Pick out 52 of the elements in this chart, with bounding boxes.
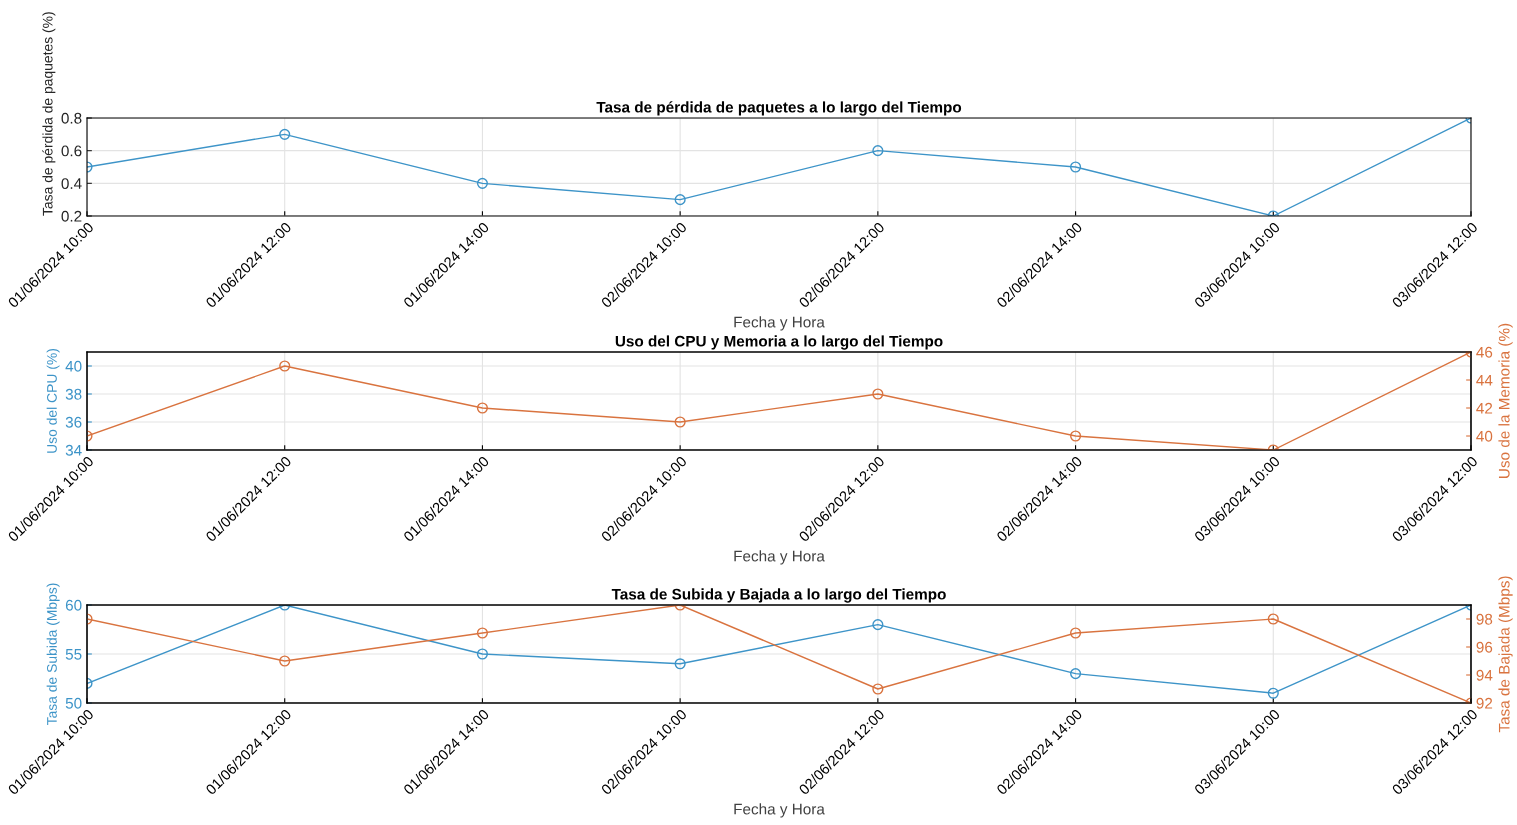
point	[674, 416, 686, 428]
y-tick-label: 0.4	[61, 178, 82, 190]
x-axis-title: Fecha y Hora	[734, 803, 825, 818]
point	[872, 683, 884, 695]
y-tick-label: 60	[65, 599, 82, 611]
point	[872, 619, 884, 631]
y-tick-label: 40	[65, 360, 82, 372]
y2-tick-label: 96	[1476, 641, 1493, 653]
point	[279, 128, 291, 140]
y-tick-label: 38	[65, 388, 82, 400]
y-tick-label: 55	[65, 649, 82, 660]
x-axis-title: Fecha y Hora	[734, 316, 825, 331]
y2-tick-label: 42	[1476, 402, 1493, 414]
point	[674, 194, 686, 206]
y-tick-label: 34	[65, 444, 82, 456]
y-axis-title: Tasa de Subida (Mbps)	[46, 583, 60, 726]
y-axis-title: Uso del CPU (%)	[46, 348, 60, 453]
y-axis-title: Tasa de pérdida de paquetes (%)	[42, 12, 56, 216]
y-tick-label: 0.6	[61, 145, 82, 157]
y2-tick-label: 98	[1476, 613, 1493, 625]
point	[279, 655, 291, 667]
y2-axis-title: Tasa de Bajada (Mbps)	[1498, 576, 1513, 733]
y2-tick-label: 40	[1476, 430, 1493, 442]
point	[1070, 627, 1082, 639]
point	[1070, 668, 1082, 680]
y2-axis-title: Uso de la Memoria (%)	[1498, 323, 1513, 478]
y-tick-label: 0.8	[61, 112, 82, 124]
y2-tick-label: 46	[1476, 346, 1493, 358]
point	[1267, 687, 1279, 699]
y2-tick-label: 94	[1476, 669, 1493, 681]
point	[476, 177, 488, 189]
point	[674, 658, 686, 670]
line-series	[87, 352, 1471, 450]
y2-tick-label: 44	[1476, 375, 1493, 386]
point	[476, 402, 488, 414]
chart-title: Tasa de Subida y Bajada a lo largo del Tiempo	[611, 588, 946, 603]
line-series	[87, 118, 1471, 216]
x-axis-title: Fecha y Hora	[734, 550, 825, 565]
chart-title: Tasa de pérdida de paquetes a lo largo del Tiempo	[596, 101, 962, 116]
point	[1267, 613, 1279, 625]
y-tick-label: 0.2	[61, 210, 82, 222]
point	[279, 360, 291, 372]
y-tick-label: 36	[65, 416, 82, 428]
point	[1070, 161, 1082, 173]
point	[476, 627, 488, 639]
point	[872, 388, 884, 400]
point	[1070, 430, 1082, 442]
y-tick-label: 50	[65, 697, 82, 709]
point	[476, 648, 488, 660]
chart-title: Uso del CPU y Memoria a lo largo del Tiempo	[615, 335, 943, 350]
y2-tick-label: 92	[1476, 697, 1493, 709]
point	[872, 145, 884, 157]
